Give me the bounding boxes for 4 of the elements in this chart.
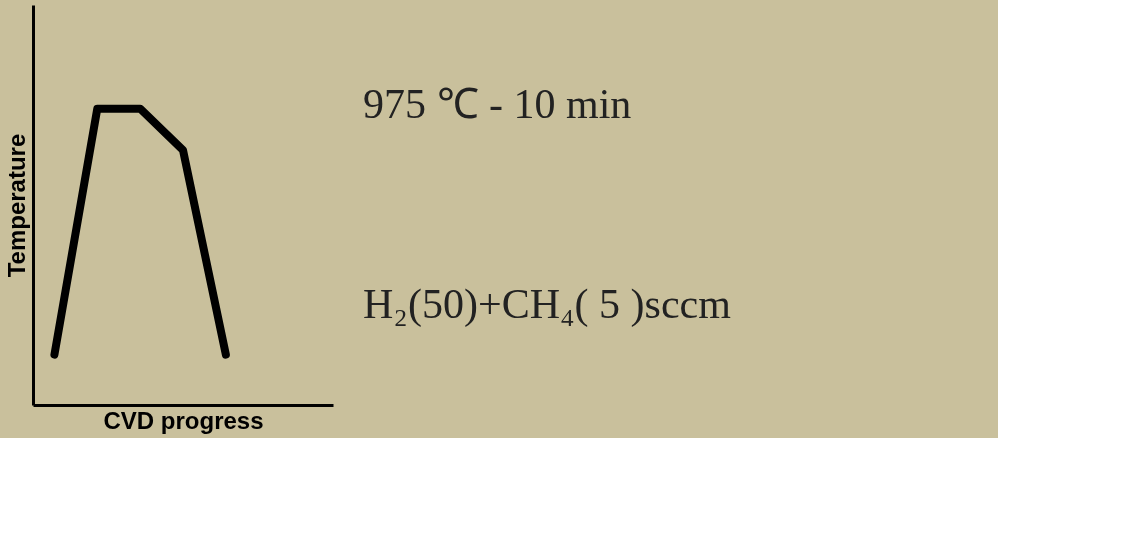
- text: H₂(50)+CH₄( 5 )sccm: [363, 281, 732, 328]
- x-axis-title: CVD progress: [103, 406, 264, 434]
- text: 975 ℃ - 10 min: [363, 81, 632, 127]
- y-axis-title: Temperature: [2, 133, 30, 278]
